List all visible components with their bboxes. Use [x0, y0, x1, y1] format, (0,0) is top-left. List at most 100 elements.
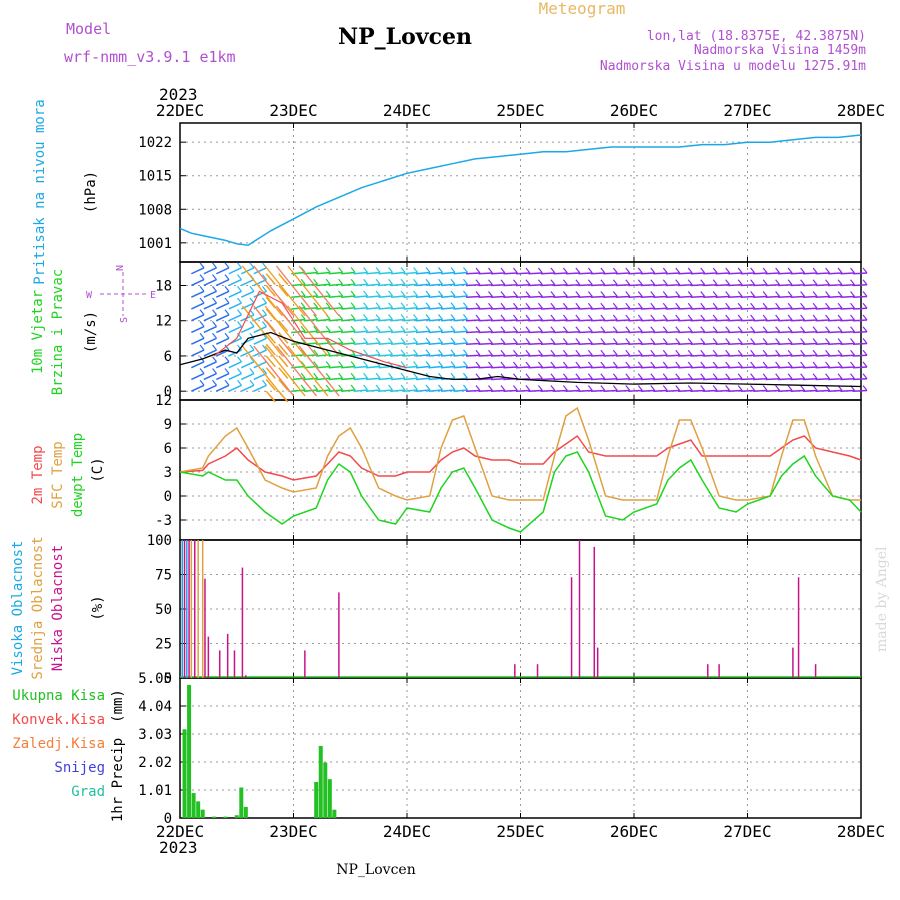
- precip-bar: [318, 745, 323, 818]
- wind-barb: [578, 284, 593, 287]
- y-tick-label: 9: [164, 417, 172, 433]
- wind-barb: [540, 389, 555, 392]
- wind-barb: [253, 337, 267, 345]
- wind-barb: [440, 342, 456, 345]
- wind-barb: [665, 366, 680, 369]
- wind-barb: [540, 295, 555, 298]
- wind-barb: [353, 283, 368, 287]
- wind-barb: [565, 295, 580, 298]
- wind-barb: [216, 302, 230, 310]
- wind-barb: [216, 372, 230, 381]
- wind-barb: [203, 384, 217, 392]
- wind-barb: [416, 283, 431, 287]
- wind-barb: [578, 330, 593, 334]
- wind-barb: [328, 307, 343, 310]
- precip-bar: [196, 801, 201, 818]
- wind-barb: [765, 295, 780, 298]
- wind-barb: [728, 342, 743, 345]
- wind-barb: [690, 342, 705, 345]
- wind-barb: [590, 319, 605, 322]
- wind-barb: [503, 354, 518, 357]
- wind-barb: [615, 295, 630, 298]
- wind-barb: [240, 278, 255, 287]
- wind-barb: [528, 342, 543, 345]
- wind-barb: [403, 330, 418, 334]
- y-tick-label: 25: [155, 637, 172, 653]
- cloud-unit: (%): [90, 595, 106, 620]
- wind-barb: [603, 295, 618, 298]
- wind-barb: [378, 283, 393, 287]
- y-tick-label: 100: [147, 533, 172, 549]
- wind-barb: [690, 366, 705, 369]
- wind-barb: [703, 319, 718, 322]
- day-label-top: 25DEC: [496, 101, 544, 120]
- wind-barb: [478, 389, 493, 392]
- wind-barb: [478, 377, 493, 381]
- wind-barb: [553, 295, 568, 298]
- wind-barb: [490, 342, 506, 345]
- wind-barb: [665, 377, 680, 381]
- wind-barb: [578, 377, 593, 381]
- wind-barb: [653, 284, 668, 287]
- wind-barb: [453, 295, 468, 298]
- wind-barb: [241, 305, 283, 357]
- wind-barb: [703, 330, 718, 334]
- wind-barb: [465, 319, 481, 322]
- panel-frame: [179, 677, 862, 819]
- wind-barb: [328, 283, 343, 287]
- wind-barb: [803, 366, 818, 369]
- wind-barb: [665, 295, 680, 298]
- precip-ylabel: 1hr Precip: [110, 738, 126, 822]
- wind-barb: [753, 389, 768, 392]
- wind-barb: [828, 377, 843, 381]
- wind-barb: [828, 272, 843, 275]
- wind-barb: [678, 354, 693, 357]
- wind-barb: [540, 284, 555, 287]
- temp-line-2: [179, 451, 862, 533]
- wind-barb: [790, 295, 805, 298]
- wind-barb: [216, 361, 230, 369]
- wind-barb: [765, 307, 780, 310]
- panel-frame: [179, 122, 862, 263]
- wind-barb: [378, 295, 393, 298]
- wind-barb: [341, 377, 356, 381]
- model-label: Model: [66, 20, 111, 38]
- wind-barb: [740, 272, 755, 275]
- wind-barb: [628, 307, 643, 310]
- wind-barb: [665, 354, 680, 357]
- precip-bar: [239, 787, 244, 818]
- wind-barb: [191, 349, 205, 357]
- wind-barb: [665, 272, 680, 275]
- wind-barb: [540, 330, 555, 334]
- day-label-bottom: 23DEC: [269, 822, 317, 841]
- wind-barb: [615, 389, 630, 392]
- wind-barb: [216, 325, 230, 334]
- precip-bar: [200, 809, 205, 818]
- wind-barb: [740, 330, 755, 334]
- precip-bar: [212, 816, 217, 818]
- wind-barb: [703, 342, 718, 345]
- wind-barb: [628, 377, 643, 381]
- wind-barb: [640, 307, 655, 310]
- wind-barb: [453, 271, 468, 275]
- wind-barb: [790, 354, 805, 357]
- wind-barb: [353, 365, 368, 369]
- wind-barb: [416, 365, 431, 369]
- wind-barb: [240, 372, 255, 381]
- wind-barb: [228, 384, 242, 392]
- compass-s: S: [119, 317, 130, 323]
- wind-barb: [778, 272, 793, 275]
- precip-legend-item: Ukupna Kisa: [12, 688, 105, 704]
- wind-barb: [275, 345, 318, 397]
- wind-barb: [690, 284, 705, 287]
- y-tick-label: 12: [155, 393, 172, 409]
- wind-barb: [428, 271, 443, 275]
- wind-barb: [191, 314, 205, 322]
- wind-barb: [328, 271, 343, 275]
- wind-barb: [678, 307, 693, 310]
- wind-barbs: [191, 262, 868, 403]
- wind-barb: [703, 307, 718, 310]
- wind-barb: [853, 319, 868, 322]
- coords-text: lon,lat (18.8375E, 42.3875N): [647, 29, 866, 44]
- wind-barb: [465, 307, 481, 310]
